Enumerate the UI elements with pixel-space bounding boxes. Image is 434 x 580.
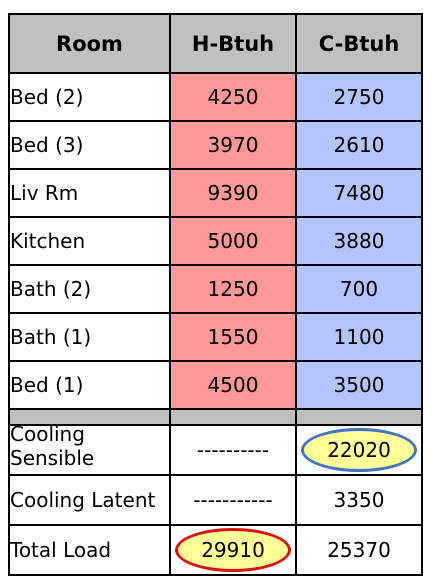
room-name: Liv Rm	[8, 168, 171, 218]
header-row: Room H-Btuh C-Btuh	[8, 13, 423, 74]
cooling-value: 1100	[295, 312, 423, 362]
header-heating: H-Btuh	[169, 13, 297, 74]
summary-heating-value: ----------	[169, 424, 297, 476]
summary-label: Cooling Sensible	[8, 424, 171, 476]
room-name: Bed (1)	[8, 360, 171, 410]
heating-value: 9390	[169, 168, 297, 218]
summary-row-sensible: Cooling Sensible ---------- 22020	[8, 424, 423, 476]
summary-row-latent: Cooling Latent ----------- 3350	[8, 474, 423, 526]
summary-cooling-value: 25370	[295, 524, 423, 576]
table-row: Bed (1) 4500 3500	[8, 360, 423, 410]
summary-cooling-value: 22020	[295, 424, 423, 476]
cooling-value: 7480	[295, 168, 423, 218]
heating-value: 1550	[169, 312, 297, 362]
summary-label: Cooling Latent	[8, 474, 171, 526]
room-name: Kitchen	[8, 216, 171, 266]
spacer-cell	[169, 408, 297, 426]
spacer-row	[8, 408, 423, 426]
header-cooling: C-Btuh	[295, 13, 423, 74]
table-row: Liv Rm 9390 7480	[8, 168, 423, 218]
table-row: Bed (2) 4250 2750	[8, 72, 423, 122]
heating-value: 5000	[169, 216, 297, 266]
summary-cooling-value: 3350	[295, 474, 423, 526]
cooling-value: 3880	[295, 216, 423, 266]
room-name: Bath (2)	[8, 264, 171, 314]
spacer-cell	[8, 408, 171, 426]
highlight-ellipse-red: 29910	[175, 528, 291, 572]
room-name: Bath (1)	[8, 312, 171, 362]
header-room: Room	[8, 13, 171, 74]
heating-value: 3970	[169, 120, 297, 170]
room-name: Bed (2)	[8, 72, 171, 122]
room-name: Bed (3)	[8, 120, 171, 170]
table-row: Kitchen 5000 3880	[8, 216, 423, 266]
cooling-value: 700	[295, 264, 423, 314]
summary-heating-value: -----------	[169, 474, 297, 526]
table-row: Bed (3) 3970 2610	[8, 120, 423, 170]
heating-value: 4500	[169, 360, 297, 410]
cooling-value: 2750	[295, 72, 423, 122]
summary-label-text: Cooling Sensible	[10, 425, 95, 470]
highlight-ellipse-blue: 22020	[301, 428, 417, 472]
summary-heating-value: 29910	[169, 524, 297, 576]
heating-value: 1250	[169, 264, 297, 314]
summary-label: Total Load	[8, 524, 171, 576]
table-row: Bath (2) 1250 700	[8, 264, 423, 314]
cooling-value: 2610	[295, 120, 423, 170]
cooling-value: 3500	[295, 360, 423, 410]
spacer-cell	[295, 408, 423, 426]
load-table: Room H-Btuh C-Btuh Bed (2) 4250 2750 Bed…	[8, 13, 423, 576]
heating-value: 4250	[169, 72, 297, 122]
summary-row-total: Total Load 29910 25370	[8, 524, 423, 576]
table-row: Bath (1) 1550 1100	[8, 312, 423, 362]
